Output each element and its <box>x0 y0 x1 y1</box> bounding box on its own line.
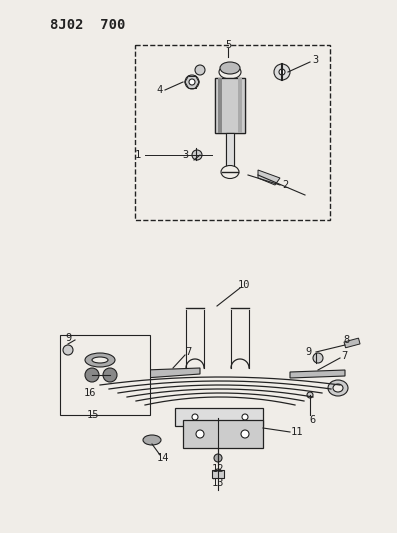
Text: 1: 1 <box>135 150 141 160</box>
Polygon shape <box>258 170 280 185</box>
Circle shape <box>214 454 222 462</box>
Ellipse shape <box>220 62 240 74</box>
Bar <box>175 408 263 426</box>
Text: 9: 9 <box>65 333 71 343</box>
Text: 15: 15 <box>87 410 99 420</box>
Bar <box>344 338 360 348</box>
Circle shape <box>279 69 285 75</box>
Bar <box>212 470 224 478</box>
Circle shape <box>192 414 198 420</box>
Ellipse shape <box>85 353 115 367</box>
Text: 5: 5 <box>225 40 231 50</box>
Text: 16: 16 <box>84 388 96 398</box>
Circle shape <box>241 430 249 438</box>
Text: 10: 10 <box>238 280 250 290</box>
Text: 9: 9 <box>305 347 311 357</box>
Bar <box>218 78 222 133</box>
Text: 6: 6 <box>309 415 315 425</box>
Text: 14: 14 <box>157 453 169 463</box>
Bar <box>226 133 234 168</box>
Circle shape <box>189 79 195 85</box>
Text: 11: 11 <box>291 427 303 437</box>
Circle shape <box>313 353 323 363</box>
Circle shape <box>242 414 248 420</box>
Text: 7: 7 <box>185 347 191 357</box>
Ellipse shape <box>328 380 348 396</box>
Bar <box>183 420 263 448</box>
Bar <box>215 78 245 133</box>
Text: 2: 2 <box>282 180 288 190</box>
Bar <box>226 133 234 168</box>
Text: 3: 3 <box>182 150 188 160</box>
Ellipse shape <box>333 384 343 392</box>
Text: 3: 3 <box>312 55 318 65</box>
Text: 8: 8 <box>343 335 349 345</box>
Ellipse shape <box>92 357 108 363</box>
Ellipse shape <box>143 435 161 445</box>
Circle shape <box>63 345 73 355</box>
Circle shape <box>103 368 117 382</box>
Text: 12: 12 <box>212 464 224 474</box>
Ellipse shape <box>89 381 111 399</box>
Circle shape <box>214 469 222 477</box>
Circle shape <box>192 150 202 160</box>
Circle shape <box>195 65 205 75</box>
Bar <box>238 78 242 133</box>
Polygon shape <box>290 370 345 378</box>
Ellipse shape <box>221 166 239 179</box>
Circle shape <box>307 392 313 398</box>
Polygon shape <box>145 368 200 378</box>
Ellipse shape <box>94 385 106 395</box>
Text: 13: 13 <box>212 478 224 488</box>
Text: 8J02  700: 8J02 700 <box>50 18 125 32</box>
Ellipse shape <box>219 65 241 79</box>
Text: 7: 7 <box>341 351 347 361</box>
Bar <box>215 78 245 133</box>
Circle shape <box>85 368 99 382</box>
Circle shape <box>185 75 199 89</box>
Circle shape <box>196 430 204 438</box>
Circle shape <box>274 64 290 80</box>
Bar <box>60 335 150 415</box>
Bar <box>135 45 330 220</box>
Text: 4: 4 <box>157 85 163 95</box>
